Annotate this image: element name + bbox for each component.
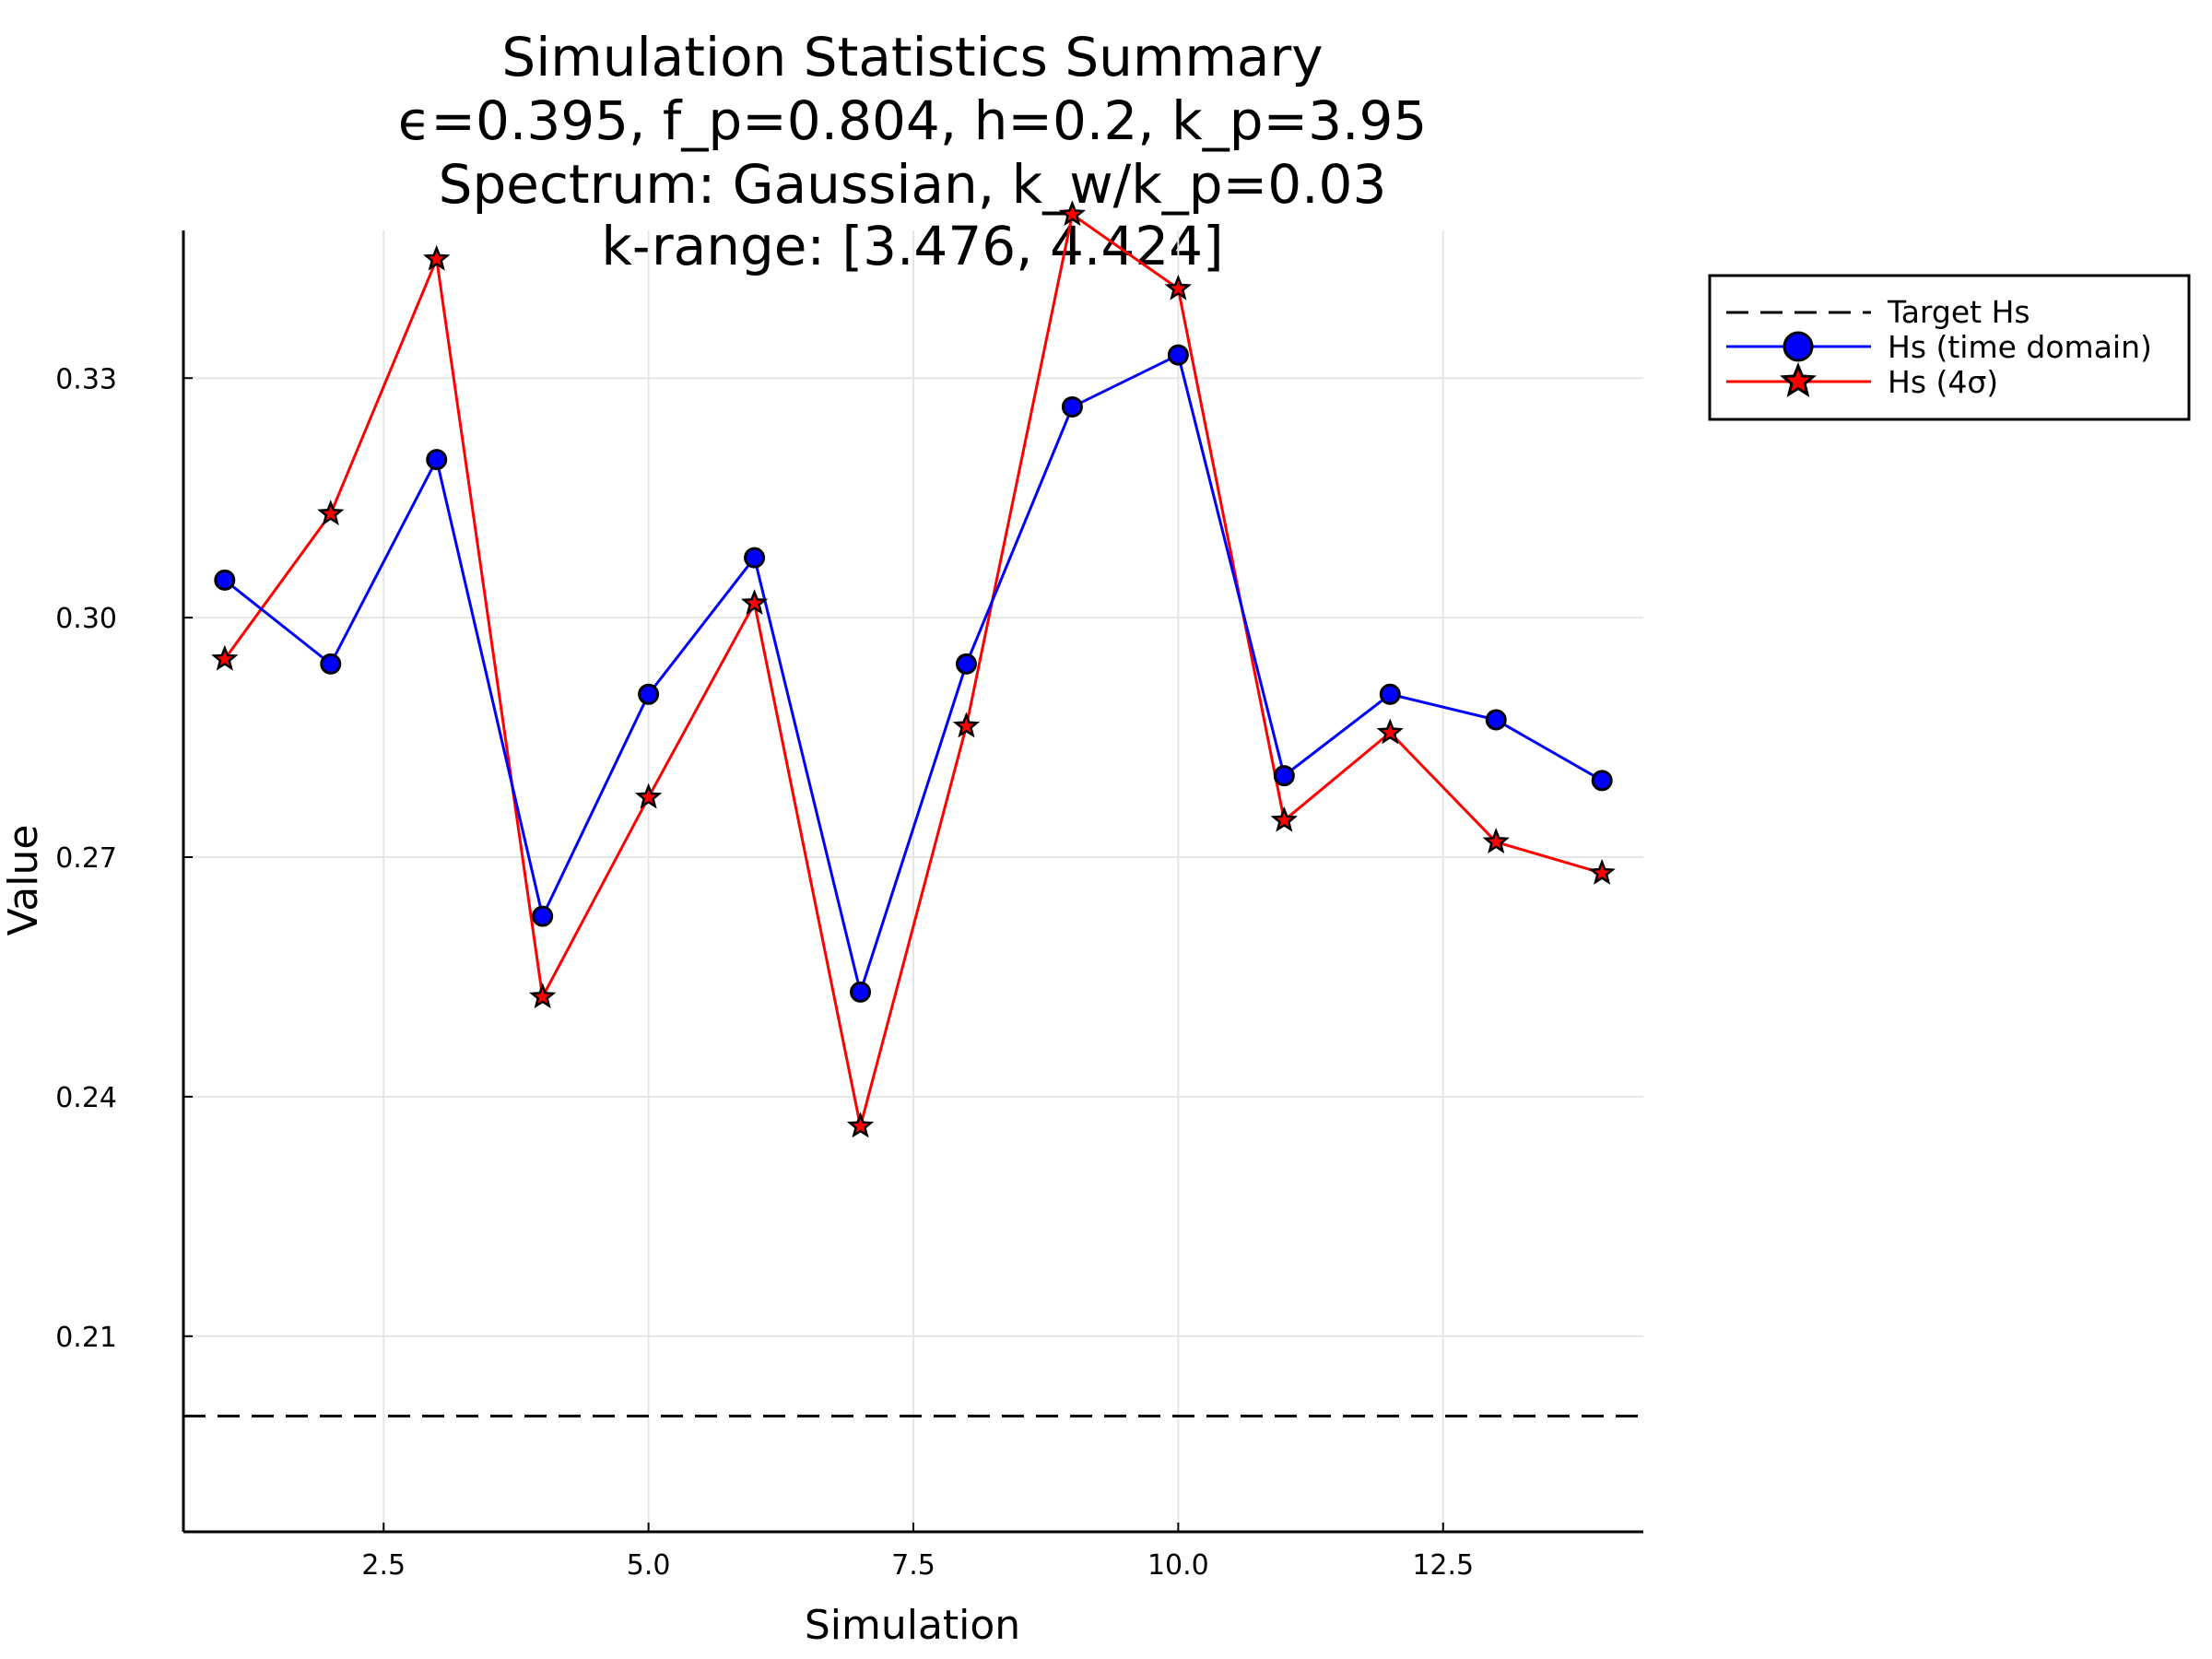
point-4sigma-1 — [211, 644, 239, 671]
point-4sigma-3 — [423, 244, 451, 271]
point-time-domain-10 — [1167, 344, 1189, 366]
legend: Target Hs Hs (time domain) Hs (4σ) — [1708, 274, 2191, 421]
point-4sigma-9 — [1058, 200, 1087, 227]
point-time-domain-8 — [955, 653, 977, 675]
x-tick-label: 12.5 — [1412, 1549, 1474, 1582]
x-tick-label: 10.0 — [1147, 1549, 1209, 1582]
y-tick-label: 0.24 — [55, 1082, 117, 1114]
x-tick-label: 7.5 — [891, 1549, 935, 1582]
point-4sigma-2 — [317, 500, 345, 526]
title-line-2: ϵ=0.395, f_p=0.804, h=0.2, k_p=3.95 — [398, 89, 1428, 152]
y-axis-label: Value — [0, 825, 47, 936]
y-tick-label: 0.27 — [55, 842, 117, 875]
point-4sigma-8 — [952, 712, 981, 738]
x-axis-label: Simulation — [805, 1602, 1020, 1649]
y-tick-label: 0.33 — [55, 363, 117, 395]
point-4sigma-12 — [1376, 718, 1404, 745]
point-4sigma-11 — [1270, 806, 1298, 832]
point-time-domain-9 — [1061, 395, 1083, 418]
point-time-domain-3 — [426, 449, 448, 471]
point-4sigma-6 — [740, 589, 769, 616]
point-4sigma-4 — [529, 982, 557, 1009]
point-time-domain-12 — [1379, 683, 1401, 705]
legend-label-time-domain: Hs (time domain) — [1888, 329, 2152, 365]
chart-title: Simulation Statistics Summary ϵ=0.395, f… — [398, 26, 1428, 277]
y-tick-label: 0.21 — [55, 1322, 117, 1354]
point-time-domain-6 — [744, 547, 766, 569]
series-line-time-domain — [223, 352, 1603, 997]
point-4sigma-10 — [1164, 274, 1193, 300]
point-4sigma-7 — [846, 1112, 875, 1138]
grid-lines — [183, 230, 1643, 1532]
legend-label-4sigma: Hs (4σ) — [1888, 364, 1998, 400]
point-time-domain-14 — [1591, 770, 1613, 792]
legend-marker-circle — [1783, 331, 1814, 362]
point-4sigma-5 — [634, 782, 663, 809]
point-time-domain-5 — [638, 683, 660, 705]
point-time-domain-13 — [1485, 709, 1507, 731]
point-time-domain-7 — [850, 981, 872, 1003]
legend-star-shape — [1780, 361, 1817, 397]
series-line-4sigma — [223, 212, 1603, 1127]
title-line-1: Simulation Statistics Summary — [501, 26, 1323, 88]
axes — [182, 230, 1643, 1534]
point-4sigma-14 — [1588, 858, 1616, 885]
x-tick-label: 2.5 — [361, 1549, 406, 1582]
y-tick-label: 0.30 — [55, 603, 117, 635]
point-time-domain-1 — [214, 569, 236, 591]
series-layer — [211, 200, 1616, 1138]
point-4sigma-13 — [1482, 828, 1510, 854]
point-time-domain-11 — [1273, 765, 1295, 787]
title-line-3: Spectrum: Gaussian, k_w/k_p=0.03 — [439, 153, 1387, 216]
point-time-domain-4 — [532, 905, 554, 927]
x-tick-label: 5.0 — [627, 1549, 671, 1582]
point-time-domain-2 — [320, 653, 342, 675]
legend-marker-star — [1780, 361, 1817, 397]
legend-label-target: Target Hs — [1887, 294, 2030, 330]
tick-labels: 2.5 5.0 7.5 10.0 12.5 0.21 0.24 0.27 0.30 0.33 — [55, 363, 1474, 1582]
